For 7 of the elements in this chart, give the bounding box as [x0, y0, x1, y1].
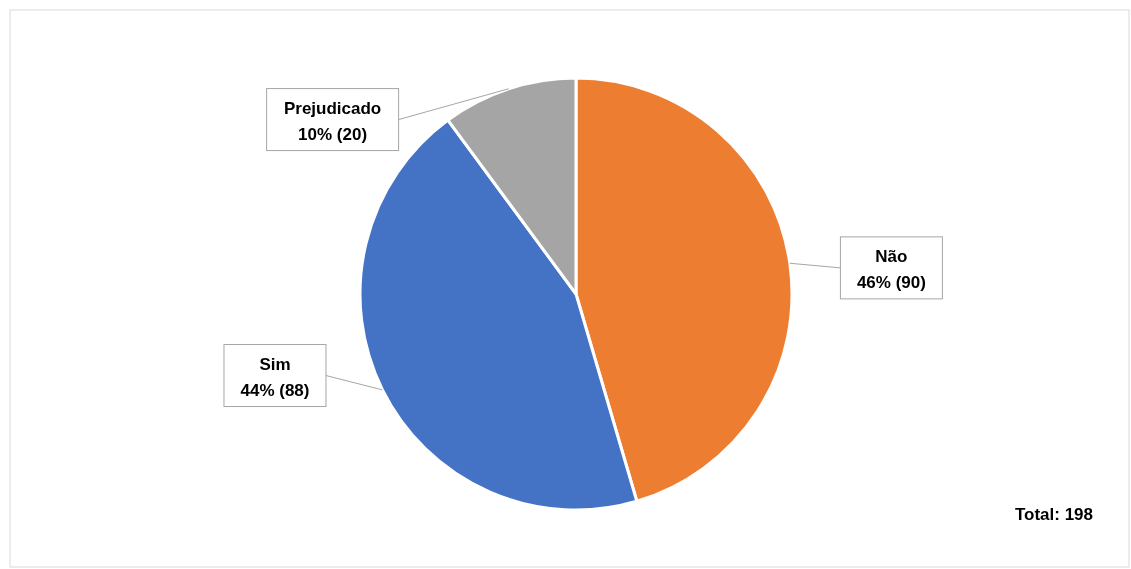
- slice-label: Prejudicado: [283, 98, 382, 118]
- data-label: 44% (88): [240, 380, 310, 400]
- slice-label: Sim: [259, 354, 291, 374]
- text: Total: 198: [1014, 505, 1093, 524]
- slice-label: Não: [875, 246, 908, 266]
- data-label: 46% (90): [856, 272, 926, 292]
- data-label: 10% (20): [298, 124, 368, 144]
